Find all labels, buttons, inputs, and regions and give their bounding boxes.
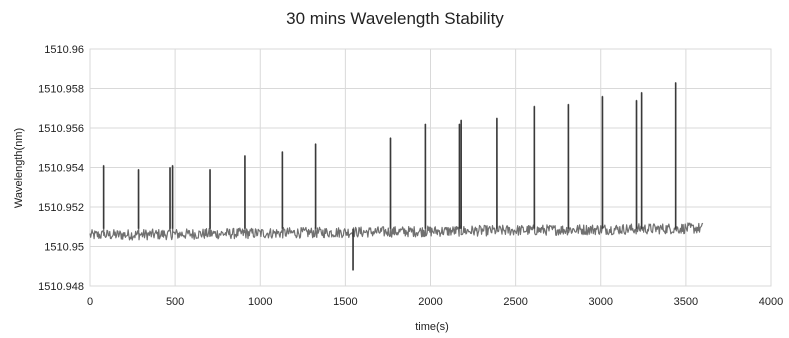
x-tick-label: 4000	[759, 296, 783, 308]
tick-labels: 0 500 1000 1500 2000 2500 3000 3500 4000 1510.948…	[38, 44, 783, 308]
x-tick-label: 0	[87, 296, 93, 308]
plot-frame	[89, 48, 772, 287]
y-tick-label: 1510.948	[38, 281, 84, 293]
y-tick-label: 1510.95	[44, 242, 84, 254]
wavelength-series-line	[89, 81, 704, 271]
grid	[89, 48, 772, 287]
x-tick-label: 2000	[418, 296, 442, 308]
y-tick-label: 1510.954	[38, 163, 84, 175]
y-tick-label: 1510.96	[44, 44, 84, 56]
y-axis-label: Wavelength(nm)	[13, 128, 25, 208]
y-tick-label: 1510.952	[38, 202, 84, 214]
y-tick-label: 1510.956	[38, 123, 84, 135]
x-tick-label: 3000	[589, 296, 613, 308]
x-axis-label: time(s)	[415, 321, 449, 333]
x-tick-label: 2500	[503, 296, 527, 308]
y-tick-label: 1510.958	[38, 84, 84, 96]
series	[89, 81, 704, 271]
x-tick-label: 1000	[248, 296, 272, 308]
x-tick-label: 500	[166, 296, 184, 308]
chart-title: 30 mins Wavelength Stability	[286, 9, 504, 28]
x-tick-label: 1500	[333, 296, 357, 308]
x-tick-label: 3500	[674, 296, 698, 308]
